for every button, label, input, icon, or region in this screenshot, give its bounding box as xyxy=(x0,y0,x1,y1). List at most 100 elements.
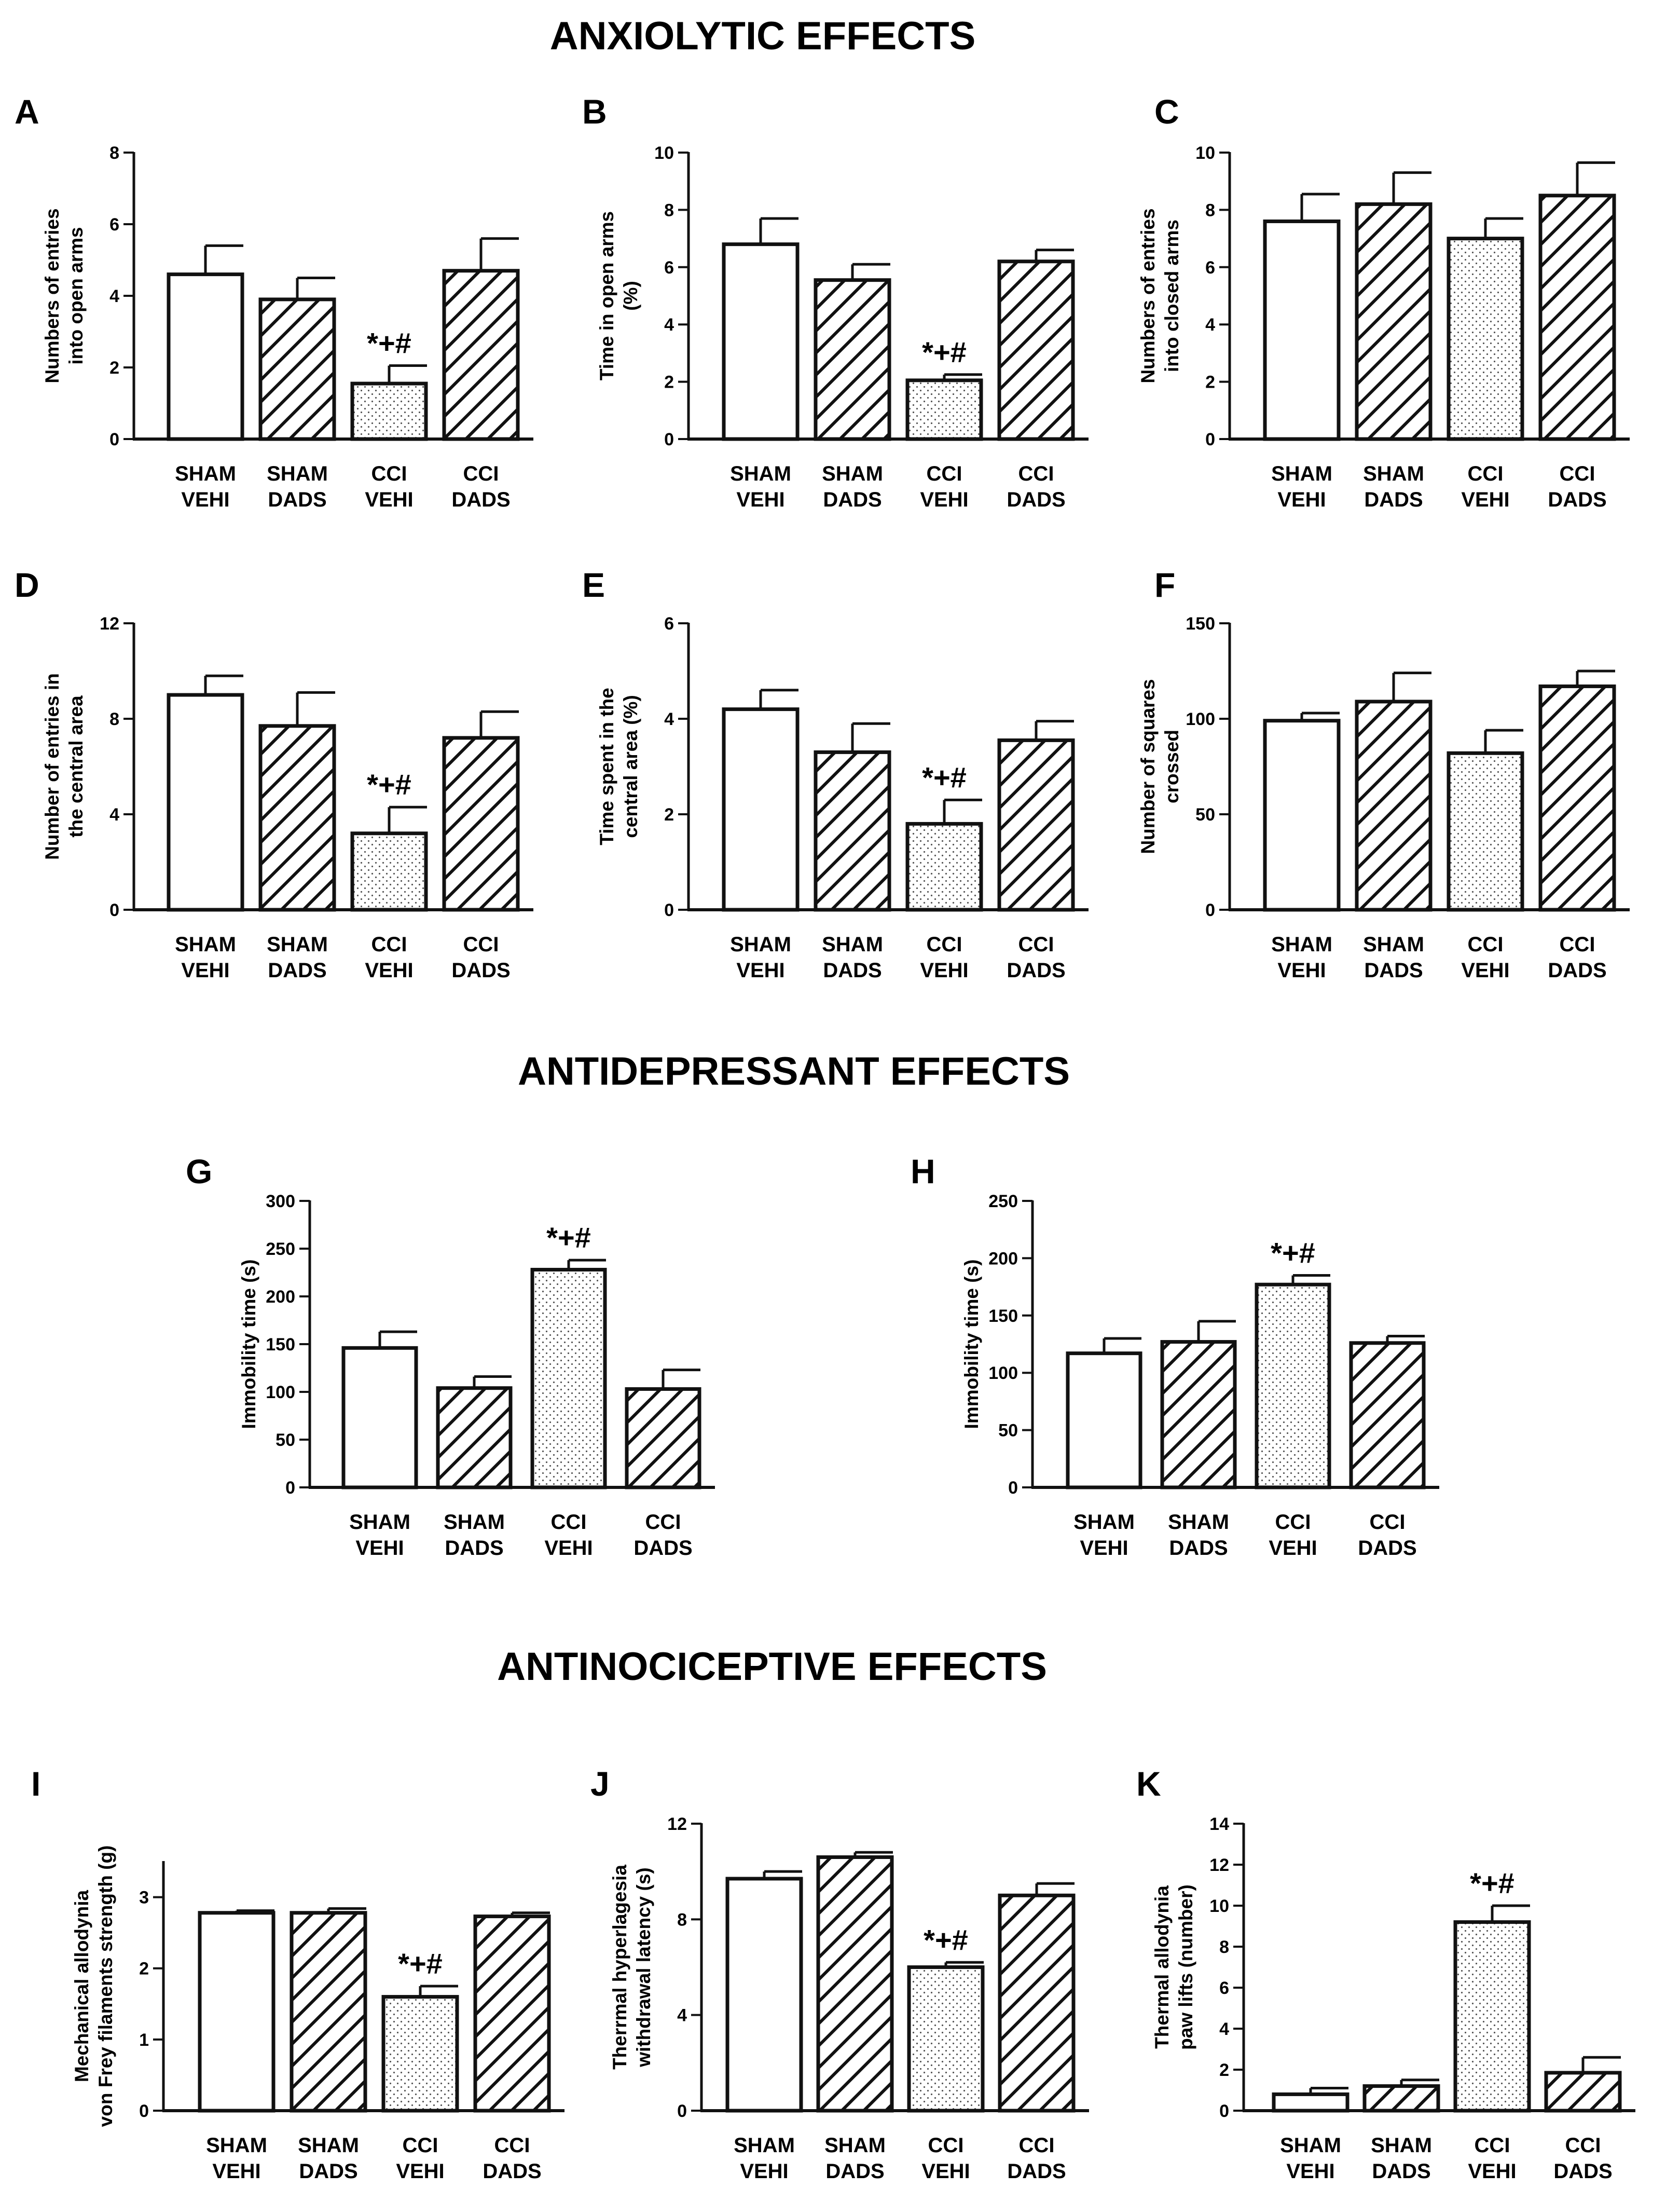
y-tick-label-a: 0 xyxy=(109,430,119,449)
bar-c-3 xyxy=(1447,237,1524,441)
x-category-label-h: CCI xyxy=(1370,1511,1406,1534)
significance-label-k: *+# xyxy=(1470,1867,1514,1899)
x-category-label-g: DADS xyxy=(445,1537,503,1560)
x-category-label-a: CCI xyxy=(371,462,407,485)
y-axis-title-g: Immobility time (s) xyxy=(238,1260,259,1429)
bar-a-1 xyxy=(167,272,244,441)
x-category-label-d: DADS xyxy=(451,959,510,982)
y-tick-label-k: 0 xyxy=(1219,2101,1229,2121)
chart-panel-e: E 0 2 4 6 Time spent in the central area (%) SH… xyxy=(582,566,1089,982)
y-tick-label-k: 4 xyxy=(1219,2019,1229,2039)
y-tick-label-g: 250 xyxy=(266,1239,295,1259)
y-axis-title-d: the central area xyxy=(65,695,87,838)
x-category-label-b: SHAM xyxy=(822,462,883,485)
x-category-label-k: SHAM xyxy=(1371,2134,1432,2157)
bar-d-1 xyxy=(167,693,244,912)
significance-label-i: *+# xyxy=(398,1947,443,1980)
x-category-label-b: DADS xyxy=(1007,488,1065,511)
y-tick-label-d: 12 xyxy=(100,614,119,634)
bar-c-4 xyxy=(1538,194,1616,441)
x-category-label-j: DADS xyxy=(1007,2160,1066,2183)
y-tick-label-i: 3 xyxy=(139,1888,149,1908)
bar-c-2 xyxy=(1355,202,1433,441)
y-axis-title-c: into closed arms xyxy=(1161,220,1182,372)
x-category-label-d: VEHI xyxy=(181,959,229,982)
bar-g-1 xyxy=(341,1346,418,1489)
bar-e-4 xyxy=(997,738,1075,912)
x-category-label-c: DADS xyxy=(1364,488,1423,511)
panel-letter-c: C xyxy=(1154,92,1179,131)
y-axis-title-j: Therrmal hyperlagesia xyxy=(609,1865,630,2070)
x-category-label-e: CCI xyxy=(1018,933,1054,956)
y-axis-title-k: paw lifts (number) xyxy=(1175,1884,1196,2050)
y-tick-label-c: 6 xyxy=(1205,258,1215,278)
y-tick-label-g: 200 xyxy=(266,1287,295,1307)
bar-b-3 xyxy=(905,378,983,441)
x-category-label-e: VEHI xyxy=(920,959,968,982)
x-category-label-h: DADS xyxy=(1169,1537,1228,1560)
chart-panel-b: B 0 2 4 6 8 10 Time in open arms (%) SHAM VEHI SHAM… xyxy=(582,92,1089,511)
significance-label-g: *+# xyxy=(546,1221,591,1254)
bar-k-2 xyxy=(1362,2084,1440,2113)
bar-k-1 xyxy=(1272,2092,1349,2113)
x-category-label-i: VEHI xyxy=(212,2160,260,2183)
x-category-label-i: SHAM xyxy=(206,2134,267,2157)
x-category-label-a: SHAM xyxy=(267,462,328,485)
y-tick-label-b: 4 xyxy=(664,315,674,335)
y-axis-title-i: Mechanical allodynia xyxy=(71,1890,92,2083)
x-category-label-d: SHAM xyxy=(267,933,328,956)
x-category-label-k: DADS xyxy=(1372,2160,1430,2183)
x-category-label-j: VEHI xyxy=(740,2160,788,2183)
x-category-label-d: VEHI xyxy=(365,959,413,982)
y-axis-title-b: Time in open arms xyxy=(596,211,617,380)
x-category-label-d: CCI xyxy=(463,933,499,956)
x-category-label-c: VEHI xyxy=(1277,488,1326,511)
x-category-label-e: VEHI xyxy=(736,959,784,982)
y-tick-label-j: 8 xyxy=(677,1910,687,1930)
y-tick-label-h: 0 xyxy=(1008,1478,1018,1498)
bar-g-3 xyxy=(530,1267,607,1489)
bar-b-4 xyxy=(997,259,1075,441)
x-category-label-g: VEHI xyxy=(355,1537,404,1560)
panel-letter-k: K xyxy=(1136,1765,1161,1803)
x-category-label-b: SHAM xyxy=(730,462,791,485)
y-tick-label-f: 0 xyxy=(1205,900,1215,920)
y-axis-title-a: into open arms xyxy=(65,227,87,364)
panel-letter-f: F xyxy=(1154,566,1175,604)
bar-k-4 xyxy=(1544,2071,1622,2113)
x-category-label-d: SHAM xyxy=(175,933,236,956)
section-title-anxiolytic: ANXIOLYTIC EFFECTS xyxy=(550,14,976,58)
section-title-antinociceptive: ANTINOCICEPTIVE EFFECTS xyxy=(497,1645,1047,1689)
x-category-label-k: DADS xyxy=(1553,2160,1612,2183)
bar-j-2 xyxy=(816,1855,894,2113)
y-tick-label-g: 300 xyxy=(266,1192,295,1211)
x-category-label-j: SHAM xyxy=(734,2134,795,2157)
x-category-label-f: CCI xyxy=(1560,933,1595,956)
bar-e-3 xyxy=(905,822,983,912)
significance-label-a: *+# xyxy=(367,327,411,360)
y-tick-label-h: 150 xyxy=(988,1306,1018,1326)
x-category-label-b: DADS xyxy=(823,488,882,511)
y-tick-label-d: 0 xyxy=(109,900,119,920)
panel-letter-h: H xyxy=(911,1152,935,1191)
x-category-label-f: VEHI xyxy=(1277,959,1326,982)
x-category-label-k: SHAM xyxy=(1280,2134,1341,2157)
y-tick-label-b: 8 xyxy=(664,200,674,220)
x-category-label-e: SHAM xyxy=(730,933,791,956)
bar-j-4 xyxy=(998,1893,1076,2113)
x-category-label-e: DADS xyxy=(823,959,882,982)
y-tick-label-k: 8 xyxy=(1219,1937,1229,1957)
x-category-label-e: CCI xyxy=(927,933,962,956)
y-tick-label-i: 2 xyxy=(139,1959,149,1979)
x-category-label-d: CCI xyxy=(371,933,407,956)
x-category-label-g: VEHI xyxy=(544,1537,593,1560)
panel-letter-a: A xyxy=(15,92,39,131)
y-axis-title-h: Immobility time (s) xyxy=(961,1260,982,1429)
bar-i-1 xyxy=(198,1911,276,2113)
significance-label-h: *+# xyxy=(1271,1237,1315,1269)
bar-f-1 xyxy=(1263,719,1341,912)
y-tick-label-j: 4 xyxy=(677,2006,687,2026)
section-title-antidepressant: ANTIDEPRESSANT EFFECTS xyxy=(518,1049,1070,1093)
